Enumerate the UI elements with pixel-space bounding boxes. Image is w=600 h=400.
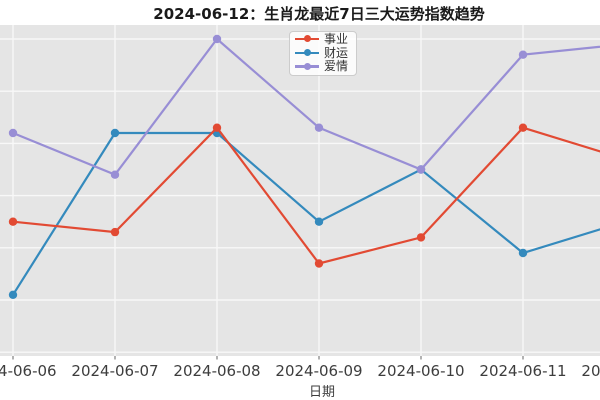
legend: 事业 财运 爱情 — [289, 31, 358, 77]
data-point-marker — [314, 217, 324, 226]
data-point-marker — [518, 248, 528, 258]
legend-line-sample — [295, 62, 319, 70]
data-point-marker — [314, 123, 324, 132]
data-point-marker — [8, 217, 18, 226]
data-point-marker — [314, 259, 324, 268]
x-tick-label: 2024-06-10 — [377, 362, 465, 380]
x-tick-label: 2024-06-07 — [71, 362, 159, 380]
legend-item-label: 爱情 — [324, 59, 349, 74]
data-point-marker — [416, 233, 426, 242]
legend-item-wealth: 财运 — [295, 46, 348, 60]
data-point-marker — [518, 123, 528, 132]
data-point-marker — [416, 165, 426, 174]
data-point-marker — [8, 290, 18, 299]
x-tick-label: 2024-06-06 — [0, 362, 57, 380]
x-tick-label: 2024-06-12 — [581, 362, 600, 380]
x-tick-label: 2024-06-11 — [479, 362, 567, 380]
legend-marker-dot — [303, 49, 311, 57]
data-point-marker — [518, 50, 528, 59]
x-axis-label: 日期 — [308, 385, 336, 400]
series-career — [8, 123, 600, 268]
chart-title: 2024-06-12：生肖龙最近7日三大运势指数趋势 — [153, 5, 485, 23]
legend-line-sample — [295, 49, 319, 57]
legend-item-label: 财运 — [324, 45, 349, 60]
data-point-marker — [212, 123, 222, 132]
legend-item-career: 事业 — [295, 32, 348, 46]
legend-item-label: 事业 — [324, 31, 349, 46]
x-tick-marks — [12, 356, 524, 360]
data-point-marker — [212, 34, 222, 44]
legend-marker-dot — [303, 35, 311, 43]
series-love — [8, 34, 600, 179]
data-point-marker — [110, 170, 120, 179]
data-point-marker — [110, 227, 120, 237]
x-tick-label: 2024-06-09 — [275, 362, 363, 380]
legend-line-sample — [295, 35, 319, 43]
gridlines — [0, 25, 600, 356]
data-point-marker — [8, 128, 18, 138]
legend-marker-dot — [303, 62, 311, 70]
legend-item-love: 爱情 — [295, 60, 348, 74]
data-point-marker — [110, 128, 120, 138]
x-tick-label: 2024-06-08 — [173, 362, 261, 380]
